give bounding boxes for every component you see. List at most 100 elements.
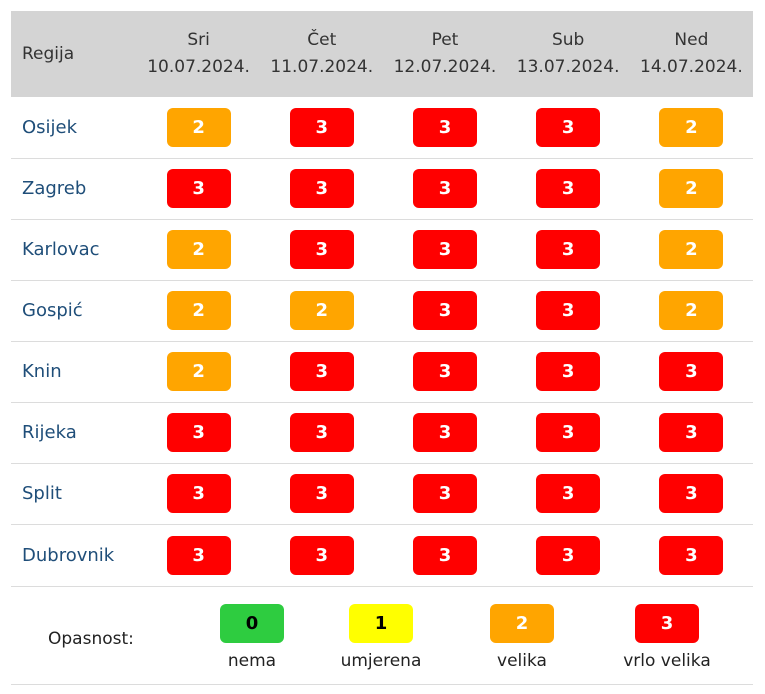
danger-level-badge: 2 [166, 230, 231, 269]
danger-level-badge: 3 [536, 230, 601, 269]
danger-level-badge: 3 [412, 413, 477, 452]
danger-level-badge: 2 [659, 230, 724, 269]
danger-cell: 3 [383, 158, 506, 219]
danger-cell: 3 [137, 158, 260, 219]
danger-level-badge: 2 [659, 107, 724, 147]
day-date: 12.07.2024. [393, 57, 497, 77]
danger-level-badge: 3 [289, 474, 354, 513]
table-row: Osijek 2 3 3 3 2 [11, 97, 753, 158]
danger-level-badge: 3 [289, 230, 354, 269]
day-header: Pet 12.07.2024. [383, 11, 506, 97]
danger-level-badge: 3 [536, 535, 601, 575]
day-date: 11.07.2024. [270, 57, 374, 77]
danger-cell: 2 [137, 97, 260, 158]
danger-cell: 3 [630, 524, 753, 586]
danger-level-badge: 2 [166, 291, 231, 330]
danger-cell: 2 [137, 280, 260, 341]
danger-level-badge: 3 [536, 352, 601, 391]
legend-level-badge: 2 [490, 604, 554, 643]
danger-cell: 3 [137, 402, 260, 463]
day-header: Ned 14.07.2024. [630, 11, 753, 97]
danger-cell: 3 [383, 341, 506, 402]
danger-level-badge: 3 [412, 169, 477, 208]
danger-level-badge: 3 [166, 474, 231, 513]
danger-cell: 3 [260, 97, 383, 158]
danger-legend: Opasnost: 0 nema 1 umjerena 2 velika 3 v… [11, 586, 753, 685]
danger-cell: 3 [260, 341, 383, 402]
region-name: Karlovac [22, 239, 100, 260]
legend-level-label: nema [227, 651, 277, 671]
danger-cell: 2 [137, 219, 260, 280]
table-row: Split 3 3 3 3 3 [11, 463, 753, 524]
legend-level-badge: 0 [220, 604, 284, 643]
fire-danger-table: Regija Sri 10.07.2024. Čet 11.07.2024. Pet… [11, 11, 753, 587]
danger-level-badge: 3 [412, 535, 477, 575]
danger-cell: 3 [507, 524, 630, 586]
day-name: Sri [187, 30, 210, 50]
danger-level-badge: 3 [412, 291, 477, 330]
danger-level-badge: 3 [289, 169, 354, 208]
legend-item-velika: 2 velika [457, 604, 587, 671]
legend-level-label: vrlo velika [623, 651, 711, 671]
danger-level-badge: 3 [659, 352, 724, 391]
table-header-row: Regija Sri 10.07.2024. Čet 11.07.2024. Pet… [11, 11, 753, 97]
region-name: Zagreb [22, 178, 87, 199]
danger-cell: 2 [260, 280, 383, 341]
danger-cell: 3 [630, 341, 753, 402]
danger-cell: 2 [137, 341, 260, 402]
danger-level-badge: 3 [166, 413, 231, 452]
danger-level-badge: 3 [412, 230, 477, 269]
danger-cell: 3 [383, 463, 506, 524]
danger-level-badge: 3 [536, 169, 601, 208]
danger-level-badge: 3 [289, 535, 354, 575]
region-column-header: Regija [22, 43, 75, 64]
region-name: Rijeka [22, 422, 77, 443]
danger-cell: 3 [383, 280, 506, 341]
day-name: Čet [307, 30, 337, 50]
table-row: Rijeka 3 3 3 3 3 [11, 402, 753, 463]
danger-level-badge: 3 [659, 413, 724, 452]
legend-level-badge: 3 [635, 604, 699, 643]
table-row: Gospić 2 2 3 3 2 [11, 280, 753, 341]
danger-cell: 3 [507, 402, 630, 463]
legend-item-nema: 0 nema [187, 604, 317, 671]
danger-level-badge: 3 [659, 474, 724, 513]
day-name: Sub [551, 30, 585, 50]
danger-cell: 3 [507, 341, 630, 402]
danger-level-badge: 2 [289, 291, 354, 330]
danger-level-badge: 2 [166, 352, 231, 391]
region-name: Dubrovnik [22, 544, 115, 566]
day-name: Ned [674, 30, 709, 50]
danger-cell: 3 [630, 463, 753, 524]
legend-item-umjerena: 1 umjerena [316, 604, 446, 671]
danger-cell: 2 [630, 280, 753, 341]
danger-cell: 3 [507, 463, 630, 524]
danger-level-badge: 3 [166, 535, 231, 575]
table-row: Zagreb 3 3 3 3 2 [11, 158, 753, 219]
legend-level-badge: 1 [349, 604, 413, 643]
region-name: Split [22, 483, 62, 504]
table-row: Dubrovnik 3 3 3 3 3 [11, 524, 753, 586]
danger-cell: 3 [383, 97, 506, 158]
legend-level-label: velika [497, 651, 547, 671]
danger-level-badge: 3 [289, 413, 354, 452]
legend-level-label: umjerena [340, 651, 422, 671]
danger-cell: 3 [383, 219, 506, 280]
danger-level-badge: 3 [289, 107, 354, 147]
danger-cell: 3 [260, 524, 383, 586]
danger-cell: 3 [137, 463, 260, 524]
danger-level-badge: 3 [166, 169, 231, 208]
day-header: Sub 13.07.2024. [507, 11, 630, 97]
fire-danger-panel: Regija Sri 10.07.2024. Čet 11.07.2024. Pet… [11, 11, 753, 685]
day-date: 10.07.2024. [147, 57, 250, 77]
danger-cell: 3 [630, 402, 753, 463]
region-name: Gospić [22, 300, 83, 321]
danger-level-badge: 3 [659, 535, 724, 575]
danger-cell: 2 [630, 219, 753, 280]
legend-item-vrlo-velika: 3 vrlo velika [602, 604, 732, 671]
danger-cell: 3 [383, 524, 506, 586]
danger-level-badge: 3 [536, 413, 601, 452]
danger-level-badge: 3 [536, 291, 601, 330]
danger-cell: 3 [260, 158, 383, 219]
legend-title: Opasnost: [48, 629, 134, 649]
